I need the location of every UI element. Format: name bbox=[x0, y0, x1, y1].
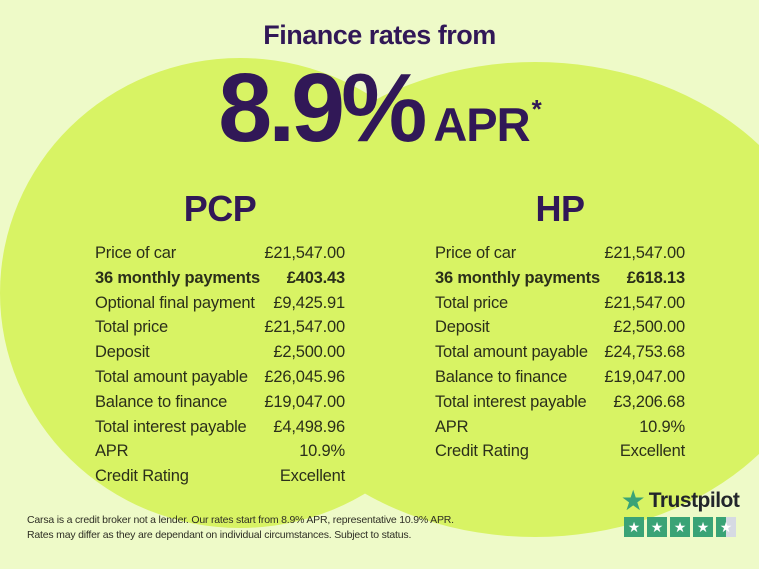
pcp-table: Price of car £21,547.00 36 monthly paymen… bbox=[95, 241, 345, 489]
rate-value: 8.9% bbox=[218, 53, 427, 162]
row-label: Total amount payable bbox=[435, 343, 588, 362]
row-label: Total price bbox=[95, 318, 169, 337]
table-row: Price of car £21,547.00 bbox=[95, 241, 345, 266]
pcp-column: PCP Price of car £21,547.00 36 monthly pa… bbox=[95, 188, 345, 489]
rating-star-box-icon: ★ bbox=[647, 517, 667, 537]
row-value: £618.13 bbox=[626, 268, 685, 287]
banner-title: Finance rates from bbox=[263, 20, 496, 50]
trustpilot-wordmark: Trustpilot bbox=[648, 489, 740, 512]
table-row: Deposit £2,500.00 bbox=[435, 315, 685, 340]
rating-star-box-icon: ★ bbox=[693, 517, 713, 537]
rate-asterisk: * bbox=[531, 93, 542, 124]
table-row: Price of car £21,547.00 bbox=[435, 241, 685, 266]
row-label: Price of car bbox=[435, 244, 517, 262]
table-row: APR 10.9% bbox=[95, 439, 345, 464]
rate-suffix: APR * bbox=[433, 96, 541, 151]
row-value: £21,547.00 bbox=[604, 244, 685, 262]
rating-star-box-icon: ★ bbox=[670, 517, 690, 537]
table-row: Total price £21,547.00 bbox=[95, 315, 345, 340]
row-value: 10.9% bbox=[299, 442, 345, 461]
table-row: Balance to finance £19,047.00 bbox=[95, 390, 345, 415]
rate-suffix-label: APR bbox=[433, 97, 530, 151]
row-label: Deposit bbox=[435, 318, 490, 337]
row-label: Balance to finance bbox=[435, 367, 568, 386]
row-value: £2,500.00 bbox=[613, 318, 685, 337]
row-label: Deposit bbox=[95, 343, 150, 362]
row-value: £2,500.00 bbox=[273, 343, 345, 362]
table-row: 36 monthly payments £403.43 bbox=[95, 266, 345, 291]
table-row: Total amount payable £26,045.96 bbox=[95, 365, 345, 390]
row-value: Excellent bbox=[279, 467, 345, 486]
table-row: 36 monthly payments £618.13 bbox=[435, 266, 685, 291]
rating-half-star-box-icon: ★ bbox=[716, 517, 736, 537]
trustpilot-badge: ★ Trustpilot ★ ★ ★ ★ ★ bbox=[620, 485, 740, 537]
row-value: £19,047.00 bbox=[264, 392, 345, 411]
table-row: Total interest payable £4,498.96 bbox=[95, 415, 345, 440]
row-label: Total price bbox=[435, 293, 509, 312]
trustpilot-logo: ★ Trustpilot bbox=[620, 485, 740, 516]
trustpilot-star-icon: ★ bbox=[620, 485, 646, 516]
table-row: Total price £21,547.00 bbox=[435, 291, 685, 316]
row-value: £4,498.96 bbox=[273, 417, 345, 436]
row-label: Optional final payment bbox=[95, 293, 255, 312]
row-label: Balance to finance bbox=[95, 392, 228, 411]
disclaimer-line-1: Carsa is a credit broker not a lender. O… bbox=[27, 514, 454, 526]
rating-star-box-icon: ★ bbox=[624, 517, 644, 537]
row-label: Total interest payable bbox=[435, 392, 587, 411]
table-row: Credit Rating Excellent bbox=[435, 439, 685, 464]
row-value: £26,045.96 bbox=[264, 367, 345, 386]
row-value: £19,047.00 bbox=[604, 367, 685, 386]
finance-columns: PCP Price of car £21,547.00 36 monthly pa… bbox=[0, 188, 685, 489]
row-label: APR bbox=[95, 442, 129, 461]
row-label: 36 monthly payments bbox=[95, 268, 260, 287]
row-label: Total interest payable bbox=[95, 417, 247, 436]
background-circle-right bbox=[240, 62, 759, 537]
row-label: APR bbox=[435, 417, 469, 436]
table-row: Optional final payment £9,425.91 bbox=[95, 291, 345, 316]
row-label: Total amount payable bbox=[95, 367, 248, 386]
table-row: Total interest payable £3,206.68 bbox=[435, 390, 685, 415]
table-row: Deposit £2,500.00 bbox=[95, 340, 345, 365]
row-label: 36 monthly payments bbox=[435, 268, 600, 287]
trustpilot-rating-stars: ★ ★ ★ ★ ★ bbox=[624, 517, 736, 537]
row-value: £21,547.00 bbox=[264, 318, 345, 337]
row-value: 10.9% bbox=[639, 417, 685, 436]
row-value: £9,425.91 bbox=[273, 293, 345, 312]
hp-title: HP bbox=[535, 188, 585, 229]
row-label: Credit Rating bbox=[95, 467, 189, 486]
row-value: £3,206.68 bbox=[613, 392, 685, 411]
pcp-title: PCP bbox=[183, 188, 257, 229]
hp-table: Price of car £21,547.00 36 monthly paymen… bbox=[435, 241, 685, 464]
table-row: Total amount payable £24,753.68 bbox=[435, 340, 685, 365]
row-value: £403.43 bbox=[286, 268, 345, 287]
row-value: £21,547.00 bbox=[264, 244, 345, 262]
row-value: Excellent bbox=[619, 442, 685, 461]
row-value: £21,547.00 bbox=[604, 293, 685, 312]
row-value: £24,753.68 bbox=[604, 343, 685, 362]
disclaimer-line-2: Rates may differ as they are dependant o… bbox=[27, 529, 412, 541]
headline-rate: 8.9% APR * bbox=[0, 53, 759, 162]
table-row: Balance to finance £19,047.00 bbox=[435, 365, 685, 390]
row-label: Price of car bbox=[95, 244, 177, 262]
disclaimer: Carsa is a credit broker not a lender. O… bbox=[27, 513, 454, 543]
table-row: APR 10.9% bbox=[435, 415, 685, 440]
row-label: Credit Rating bbox=[435, 442, 529, 461]
hp-column: HP Price of car £21,547.00 36 monthly pay… bbox=[435, 188, 685, 489]
table-row: Credit Rating Excellent bbox=[95, 464, 345, 489]
